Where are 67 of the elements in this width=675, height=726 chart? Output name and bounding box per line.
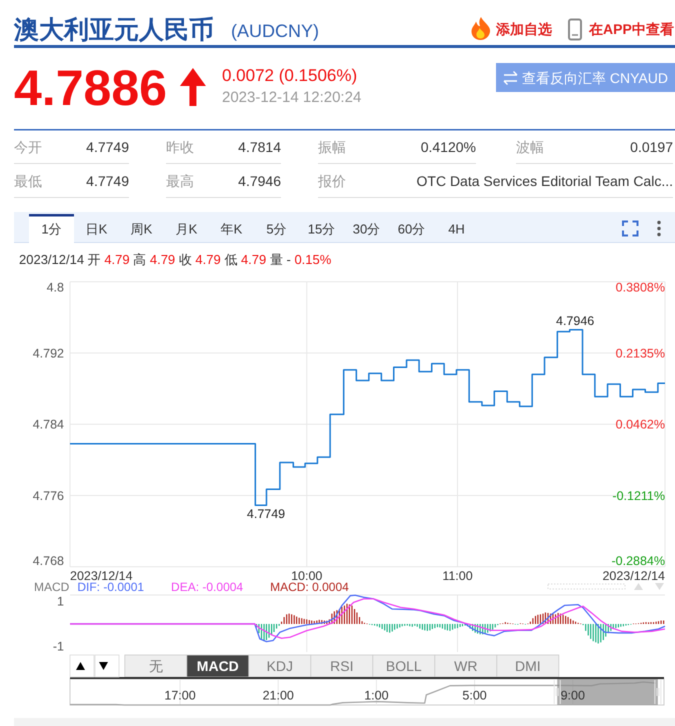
text: 波幅 <box>516 139 544 155</box>
text: DEA: -0.0004 <box>171 580 244 594</box>
text: OTC Data Services Editorial Team Calc... <box>416 173 673 189</box>
text: 4.7749 <box>86 139 130 155</box>
series-label: MACD: 0.0004 <box>270 580 350 594</box>
y-tick-label: 4.8 <box>46 280 64 295</box>
y2-tick-label: 0.3808% <box>616 280 665 295</box>
text: 15分 <box>308 222 336 237</box>
text: 报价 <box>317 173 346 189</box>
text: DIF: -0.0001 <box>77 580 144 594</box>
y2-tick-label: -0.1211% <box>612 488 665 503</box>
text: RSI <box>330 658 354 674</box>
y-tick-label: 4.768 <box>32 554 64 568</box>
text: 今开 <box>14 139 42 155</box>
text: 2023-12-14 12:20:24 <box>222 89 362 106</box>
y-tick-label: 4.776 <box>32 488 64 503</box>
text: 4.7749 <box>86 173 130 189</box>
text: 添加自选 <box>495 21 552 37</box>
text: 4.7886 <box>14 60 167 116</box>
annotation: 4.7749 <box>246 507 286 522</box>
text: DMI <box>514 658 541 674</box>
x-tick-label: 5:00 <box>462 688 487 702</box>
text: 无 <box>148 658 163 674</box>
text: 1分 <box>41 222 62 237</box>
text: 4.7814 <box>238 139 282 155</box>
text: 0.4120% <box>420 139 476 155</box>
y-tick-label: 4.792 <box>32 346 64 360</box>
text: WR <box>454 658 478 674</box>
x-tick-label: 17:00 <box>164 688 196 702</box>
x-tick-label: 2023/12/14 <box>602 569 666 583</box>
text: MACD <box>196 658 239 674</box>
x-tick-label: 1:00 <box>364 688 389 702</box>
text: (AUDCNY) <box>231 21 319 41</box>
text: 月K <box>176 222 198 237</box>
text: 2023/12/14 开 4.79 高 4.79 收 4.79 低 4.79 量 - 0.15% <box>19 252 332 267</box>
text: 5分 <box>266 222 287 237</box>
text: 周K <box>130 222 153 237</box>
y-tick-label: -1 <box>52 640 64 654</box>
text: 振幅 <box>318 139 346 155</box>
annotation: 4.7946 <box>556 314 594 328</box>
text: 30分 <box>352 222 380 237</box>
y2-tick-label: 0.0462% <box>616 418 665 432</box>
text: 年K <box>220 222 243 237</box>
x-tick-label: 9:00 <box>560 688 585 702</box>
text: KDJ <box>266 658 294 674</box>
text: 0.0197 <box>630 139 674 155</box>
legend-title: MACD <box>34 580 70 594</box>
x-tick-label: 21:00 <box>262 688 294 702</box>
text: 4H <box>448 222 465 237</box>
y-tick-label: 1 <box>57 594 64 608</box>
x-tick-label: 2023/12/14 <box>70 569 133 583</box>
text: 最低 <box>14 173 42 189</box>
y-tick-label: 4.784 <box>32 418 64 432</box>
text: 在APP中查看 <box>588 21 674 37</box>
y2-tick-label: 0.2135% <box>616 346 665 360</box>
text: 昨收 <box>166 139 194 155</box>
x-tick-label: 10:00 <box>291 569 322 583</box>
text: 0.0072 (0.1506%) <box>222 66 358 85</box>
text: 日K <box>86 222 108 237</box>
text: 最高 <box>166 173 194 189</box>
text: 60分 <box>398 222 426 237</box>
text: 查看反向汇率 CNYAUD <box>522 70 668 86</box>
text: BOLL <box>386 658 422 674</box>
text: 澳大利亚元人民币 <box>13 16 214 44</box>
text: 4.7946 <box>238 173 282 189</box>
y2-tick-label: -0.2884% <box>611 554 665 568</box>
x-tick-label: 11:00 <box>442 569 473 583</box>
